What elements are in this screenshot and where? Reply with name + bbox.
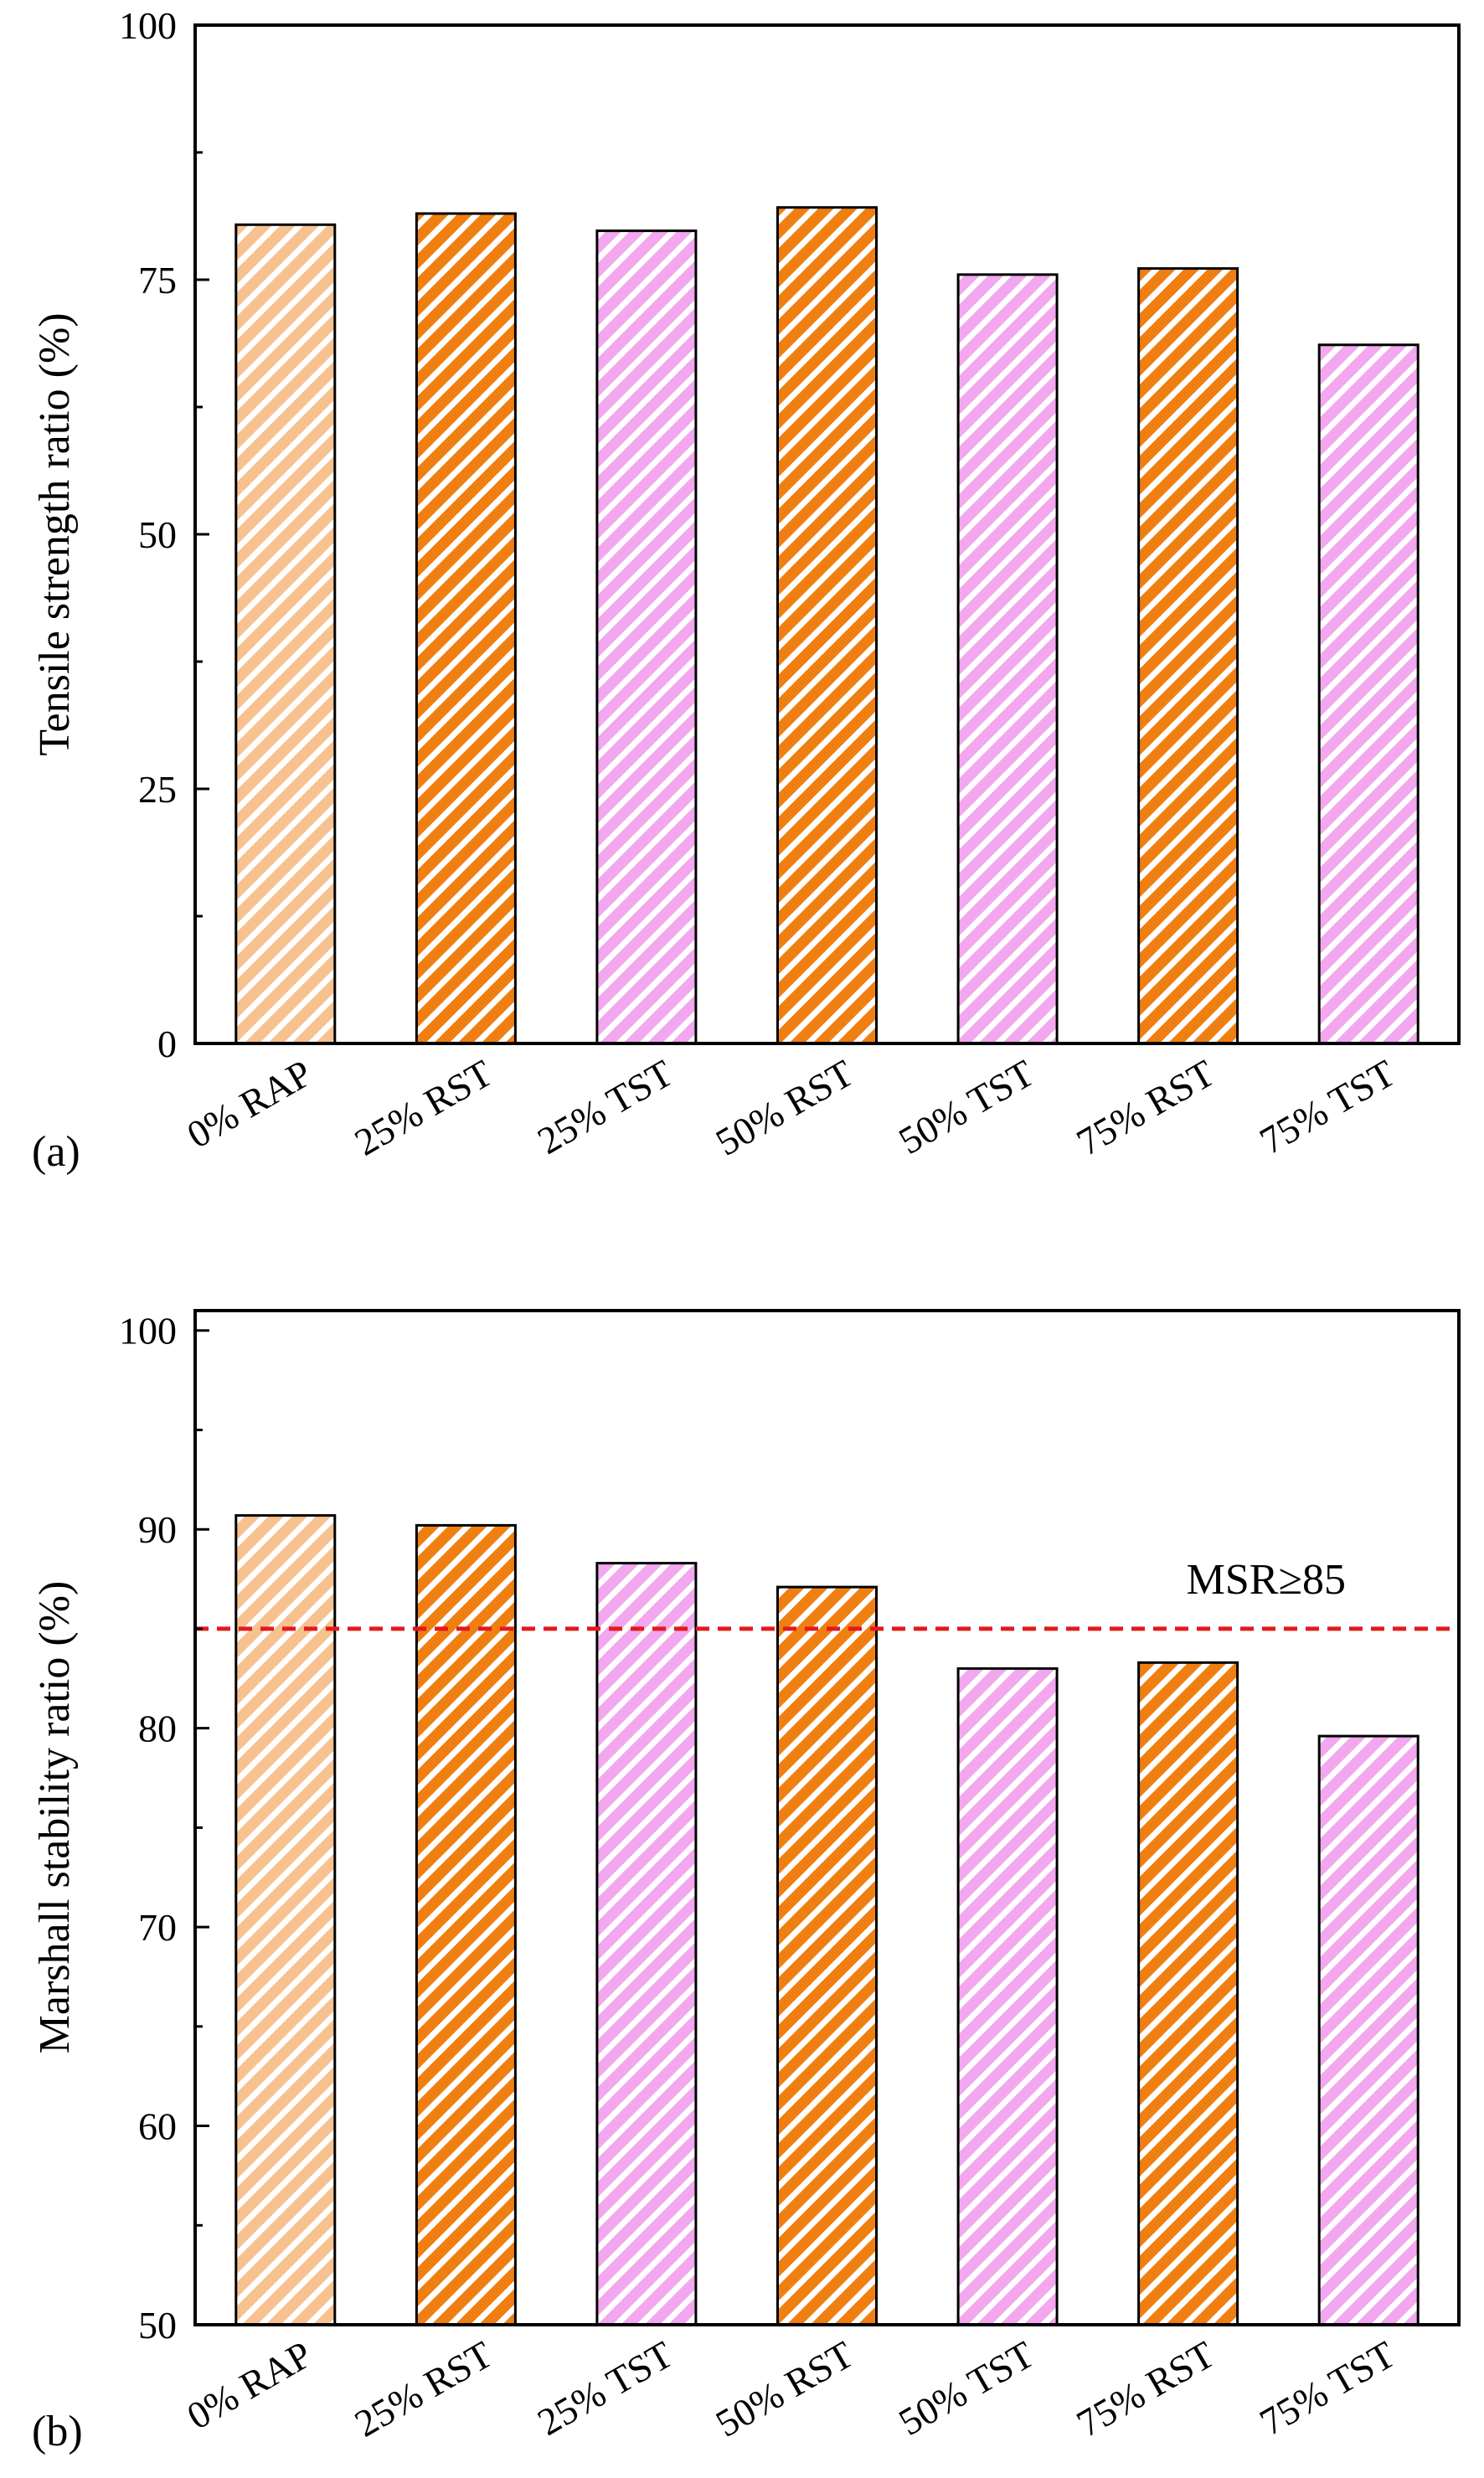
bar-50-tst — [956, 273, 1059, 1045]
bar-25-tst — [595, 229, 698, 1045]
bar-75-tst — [1317, 343, 1420, 1045]
x-tick-label: 50% TST — [892, 1051, 1042, 1162]
bar-25-rst — [415, 1523, 517, 2326]
bar-25-tst — [595, 1562, 698, 2326]
bar-75-rst — [1137, 1661, 1239, 2326]
y-tick-label: 100 — [119, 1310, 177, 1352]
y-tick-label: 60 — [138, 2105, 177, 2148]
y-tick-label: 0 — [157, 1023, 177, 1065]
x-tick-label: 75% TST — [1253, 1051, 1403, 1162]
chart-marshall-stability-ratio: MSR≥85 50 60 70 80 90 100 0% RAP 25% RST 25% TST 5… — [31, 1309, 1461, 2455]
x-tick-label: 75% RST — [1069, 1051, 1222, 1163]
x-tick-label: 50% TST — [892, 2332, 1042, 2444]
bar-25-rst — [415, 212, 517, 1045]
x-tick-label: 75% RST — [1069, 2332, 1222, 2445]
bar-50-rst — [776, 206, 878, 1045]
bar-75-tst — [1317, 1734, 1420, 2326]
y-tick-label: 80 — [138, 1708, 177, 1750]
y-tick-label: 70 — [138, 1906, 177, 1949]
x-tick-label: 50% RST — [709, 1051, 861, 1163]
bar-0-rap — [234, 223, 337, 1045]
bar-50-rst — [776, 1585, 878, 2326]
y-tick-label: 90 — [138, 1508, 177, 1551]
y-tick-label: 100 — [119, 4, 177, 47]
panel-label: (a) — [32, 1128, 80, 1176]
x-tick-label: 25% RST — [348, 1051, 500, 1163]
y-tick-label: 50 — [138, 513, 177, 556]
x-tick-label: 25% TST — [530, 1051, 680, 1162]
chart-tensile-strength-ratio: 0 25 50 75 100 0% RAP 25% RST 25% TST 50% RST 50%… — [31, 4, 1461, 1176]
panel-label: (b) — [32, 2408, 83, 2455]
y-axis-label: Tensile strength ratio (%) — [31, 312, 79, 755]
x-tick-label: 75% TST — [1253, 2332, 1403, 2444]
y-tick-label: 75 — [138, 259, 177, 301]
reference-line-label: MSR≥85 — [1187, 1556, 1346, 1604]
y-axis-label: Marshall stability ratio (%) — [31, 1581, 79, 2054]
x-tick-label: 25% TST — [530, 2332, 680, 2444]
bar-50-tst — [956, 1667, 1059, 2326]
x-tick-label: 0% RAP — [180, 2332, 319, 2437]
x-tick-label: 0% RAP — [180, 1051, 319, 1156]
y-tick-label: 25 — [138, 768, 177, 811]
plot-frame — [193, 1309, 1461, 2326]
x-tick-label: 25% RST — [348, 2332, 500, 2445]
bar-75-rst — [1137, 267, 1239, 1045]
x-tick-label: 50% RST — [709, 2332, 861, 2445]
bar-0-rap — [234, 1514, 337, 2326]
y-tick-label: 50 — [138, 2304, 177, 2347]
